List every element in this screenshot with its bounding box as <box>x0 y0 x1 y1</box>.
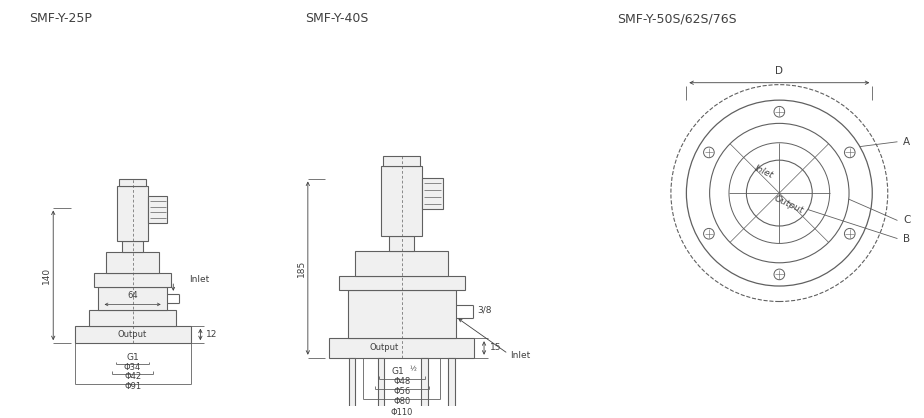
Text: Output: Output <box>118 330 147 339</box>
Text: Inlet: Inlet <box>188 275 209 284</box>
Bar <box>119 178 146 186</box>
Text: G1: G1 <box>127 353 139 362</box>
Text: Output: Output <box>772 194 805 215</box>
Bar <box>347 290 456 338</box>
Bar <box>148 196 167 223</box>
Text: Φ110: Φ110 <box>391 408 413 417</box>
Text: 15: 15 <box>490 344 502 352</box>
Text: Inlet: Inlet <box>510 351 530 360</box>
Bar <box>122 240 143 252</box>
Bar <box>348 358 356 411</box>
Text: 3/8: 3/8 <box>478 305 492 314</box>
Text: Inlet: Inlet <box>753 163 774 180</box>
Bar <box>117 186 148 240</box>
Text: Φ48: Φ48 <box>393 377 410 386</box>
Bar <box>89 310 176 326</box>
Text: Output: Output <box>370 344 399 352</box>
Text: G1: G1 <box>392 367 405 376</box>
Bar <box>421 358 428 411</box>
Text: Φ91: Φ91 <box>124 382 141 391</box>
Bar <box>382 166 422 236</box>
Bar <box>339 276 465 290</box>
Bar <box>98 287 167 310</box>
Bar <box>329 338 474 358</box>
Bar <box>378 358 384 411</box>
Bar <box>106 252 159 273</box>
Text: 12: 12 <box>206 330 217 339</box>
Text: 185: 185 <box>297 260 306 277</box>
Bar <box>383 156 420 166</box>
Bar <box>389 236 414 251</box>
Bar <box>448 358 455 411</box>
Text: Φ42: Φ42 <box>124 372 141 381</box>
Text: SMF-Y-50S/62S/76S: SMF-Y-50S/62S/76S <box>616 12 736 25</box>
Text: Φ56: Φ56 <box>393 387 410 396</box>
Text: SMF-Y-25P: SMF-Y-25P <box>29 12 91 25</box>
Text: C: C <box>904 215 911 225</box>
Text: SMF-Y-40S: SMF-Y-40S <box>305 12 369 25</box>
Text: A: A <box>904 137 910 147</box>
Text: 140: 140 <box>42 267 51 284</box>
Bar <box>94 273 171 287</box>
Text: ½: ½ <box>409 367 417 372</box>
Text: Φ80: Φ80 <box>393 398 410 406</box>
Text: D: D <box>775 66 784 76</box>
Text: Φ34: Φ34 <box>124 362 141 372</box>
Text: B: B <box>904 234 910 244</box>
Bar <box>75 326 190 343</box>
Bar <box>356 251 448 276</box>
Bar <box>422 178 444 209</box>
Text: 64: 64 <box>128 291 138 300</box>
